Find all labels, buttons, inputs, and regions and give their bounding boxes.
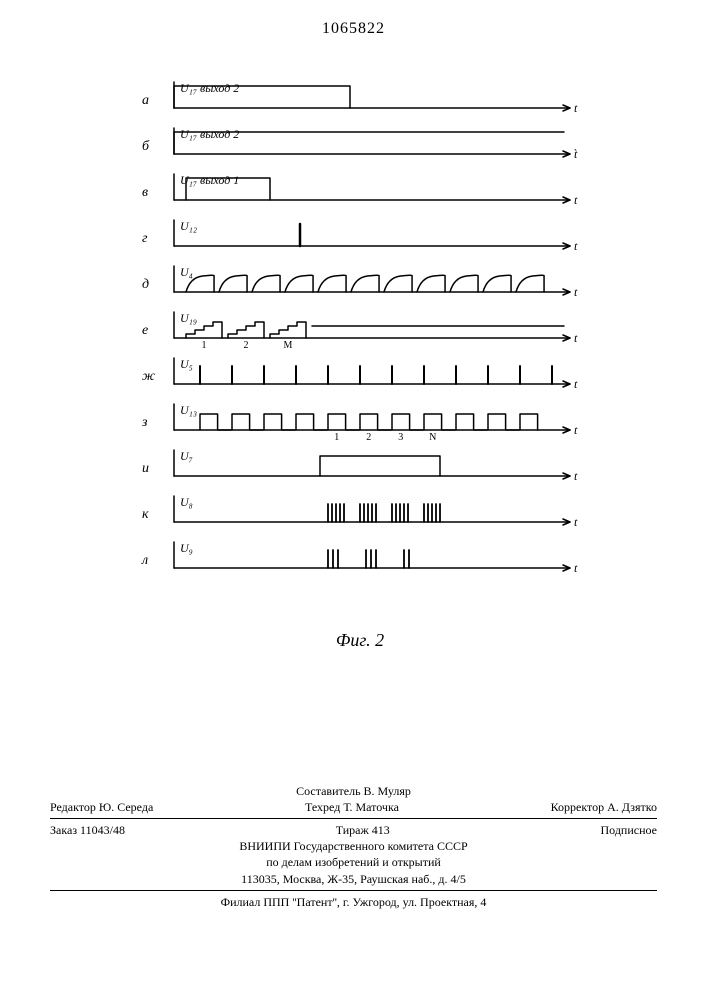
svg-text:U₁₂: U₁₂ bbox=[180, 219, 197, 233]
svg-text:t: t bbox=[574, 561, 578, 575]
svg-text:3: 3 bbox=[398, 432, 403, 443]
svg-text:и: и bbox=[142, 461, 149, 476]
divider-2 bbox=[50, 890, 657, 891]
svg-text:U₄: U₄ bbox=[180, 265, 193, 279]
svg-text:t: t bbox=[574, 101, 578, 115]
editor: Редактор Ю. Середа bbox=[50, 799, 153, 815]
svg-text:t: t bbox=[574, 285, 578, 299]
subscription: Подписное bbox=[601, 822, 658, 838]
page: 1065822 а U₁₇ выход 2 t б U₁₇ выход 2 t̀ в U₁₇ … bbox=[0, 0, 707, 1000]
svg-text:U₁₉: U₁₉ bbox=[180, 311, 197, 325]
svg-text:t: t bbox=[574, 469, 578, 483]
svg-text:M: M bbox=[284, 340, 293, 351]
filial: Филиал ППП ''Патент'', г. Ужгород, ул. П… bbox=[50, 894, 657, 910]
svg-text:U₁₇ выход 1: U₁₇ выход 1 bbox=[180, 173, 239, 187]
svg-text:1: 1 bbox=[334, 432, 339, 443]
svg-text:U₁₃: U₁₃ bbox=[180, 403, 197, 417]
svg-text:ж: ж bbox=[142, 369, 155, 384]
svg-text:г: г bbox=[142, 231, 148, 246]
svg-text:к: к bbox=[142, 507, 149, 522]
footer-block: Составитель В. Муляр Редактор Ю. Середа … bbox=[50, 783, 657, 910]
svg-text:U₈: U₈ bbox=[180, 495, 193, 509]
svg-text:t: t bbox=[574, 515, 578, 529]
svg-text:t: t bbox=[574, 193, 578, 207]
svg-text:t: t bbox=[574, 331, 578, 345]
svg-text:2: 2 bbox=[244, 340, 249, 351]
svg-text:U₇: U₇ bbox=[180, 449, 193, 463]
svg-text:а: а bbox=[142, 93, 149, 108]
svg-text:U₁₇ выход 2: U₁₇ выход 2 bbox=[180, 127, 239, 141]
svg-text:в: в bbox=[142, 185, 148, 200]
compiler: Составитель В. Муляр bbox=[50, 783, 657, 799]
svg-text:U₅: U₅ bbox=[180, 357, 193, 371]
svg-text:t̀: t̀ bbox=[574, 147, 578, 161]
svg-text:t: t bbox=[574, 377, 578, 391]
svg-text:N: N bbox=[429, 432, 436, 443]
org2: по делам изобретений и открытий bbox=[50, 854, 657, 870]
credits-row: Редактор Ю. Середа Техред Т. Маточка Кор… bbox=[50, 799, 657, 815]
svg-text:U₉: U₉ bbox=[180, 541, 193, 555]
order: Заказ 11043/48 bbox=[50, 822, 125, 838]
figure-caption: Фиг. 2 bbox=[130, 630, 590, 651]
timing-diagram: а U₁₇ выход 2 t б U₁₇ выход 2 t̀ в U₁₇ выход 1 t… bbox=[130, 68, 590, 628]
addr1: 113035, Москва, Ж-35, Раушская наб., д. … bbox=[50, 871, 657, 887]
corrector: Корректор А. Дзятко bbox=[551, 799, 657, 815]
svg-text:U₁₇ выход 2: U₁₇ выход 2 bbox=[180, 81, 239, 95]
techred: Техред Т. Маточка bbox=[305, 799, 399, 815]
svg-text:2: 2 bbox=[366, 432, 371, 443]
svg-text:д: д bbox=[142, 277, 149, 292]
svg-text:з: з bbox=[141, 415, 148, 430]
document-number: 1065822 bbox=[30, 20, 677, 38]
timing-svg: а U₁₇ выход 2 t б U₁₇ выход 2 t̀ в U₁₇ выход 1 t… bbox=[130, 68, 590, 628]
divider-1 bbox=[50, 818, 657, 819]
svg-text:t: t bbox=[574, 423, 578, 437]
svg-text:1: 1 bbox=[202, 340, 207, 351]
svg-text:б: б bbox=[142, 139, 150, 154]
org1: ВНИИПИ Государственного комитета СССР bbox=[50, 838, 657, 854]
svg-text:е: е bbox=[142, 323, 148, 338]
svg-text:t: t bbox=[574, 239, 578, 253]
order-row: Заказ 11043/48 Тираж 413 Подписное bbox=[50, 822, 657, 838]
tirazh: Тираж 413 bbox=[336, 822, 390, 838]
svg-text:л: л bbox=[141, 553, 148, 568]
